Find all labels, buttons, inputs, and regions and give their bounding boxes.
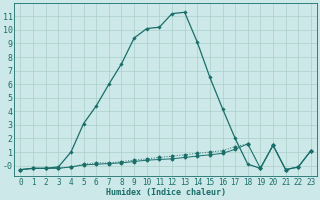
X-axis label: Humidex (Indice chaleur): Humidex (Indice chaleur): [106, 188, 226, 197]
